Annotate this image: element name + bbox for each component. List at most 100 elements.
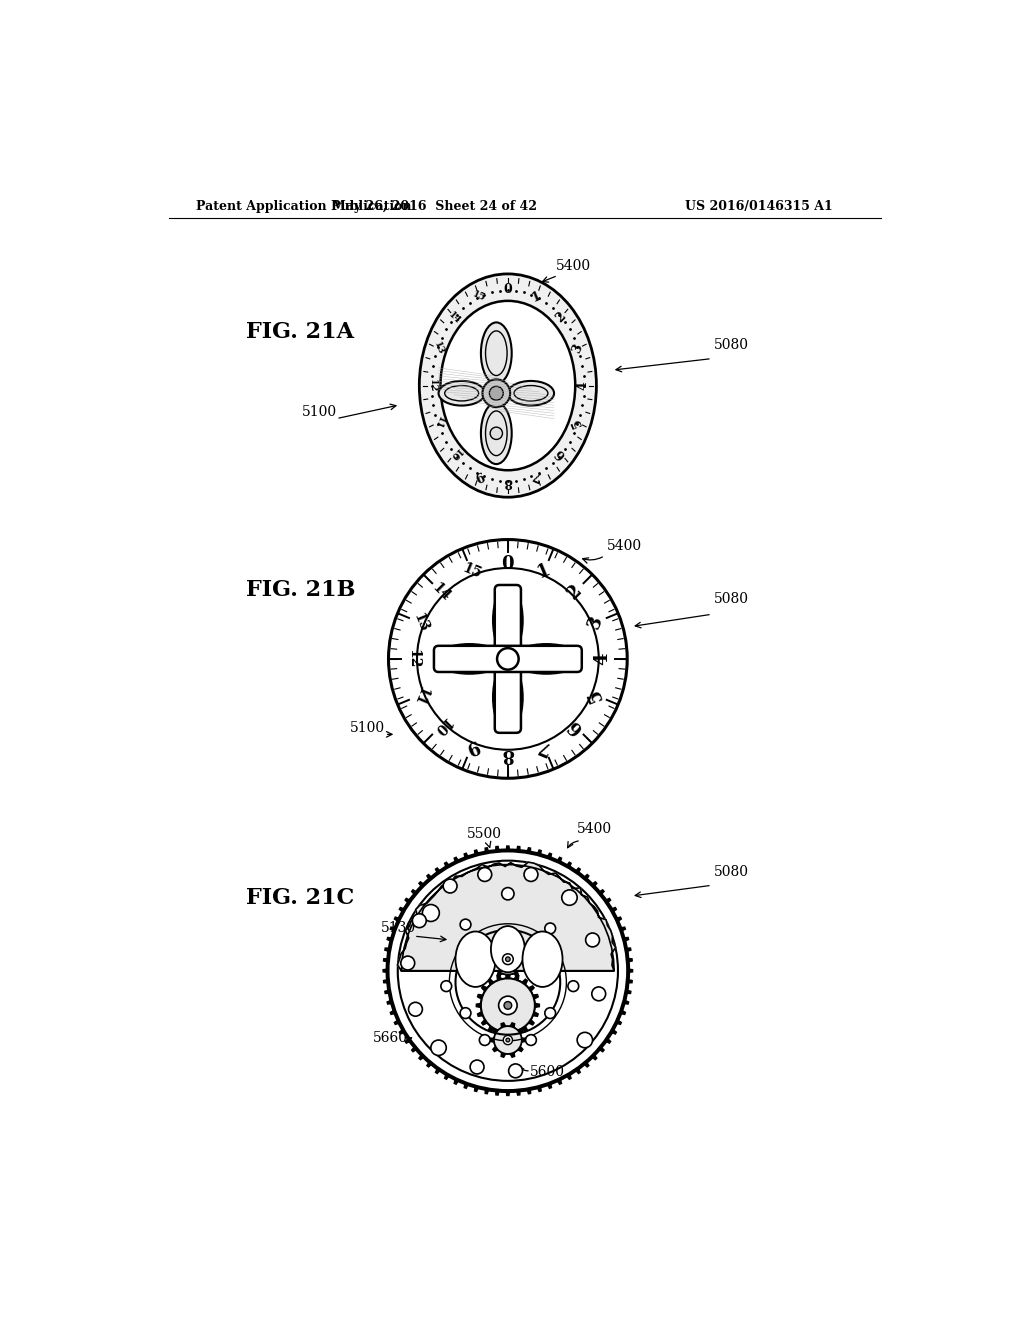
Polygon shape [419, 1052, 426, 1060]
Text: 5400: 5400 [556, 259, 592, 273]
Text: 1: 1 [530, 289, 543, 305]
Text: 5: 5 [569, 416, 585, 429]
Text: 6: 6 [553, 446, 568, 461]
Text: 15: 15 [460, 561, 483, 582]
Circle shape [409, 1002, 422, 1016]
Polygon shape [506, 940, 510, 944]
Text: FIG. 21C: FIG. 21C [246, 887, 354, 908]
Polygon shape [399, 1028, 407, 1034]
Text: 5080: 5080 [714, 865, 750, 879]
Text: 9: 9 [473, 467, 485, 482]
Polygon shape [613, 1019, 622, 1024]
Text: 5400: 5400 [578, 822, 612, 836]
Text: 2: 2 [553, 310, 568, 325]
Polygon shape [493, 1047, 498, 1052]
Polygon shape [510, 1023, 515, 1028]
Circle shape [493, 944, 523, 974]
Polygon shape [556, 857, 561, 865]
Circle shape [460, 919, 471, 929]
Text: 10: 10 [429, 714, 453, 738]
Circle shape [388, 851, 628, 1090]
Polygon shape [501, 1023, 506, 1028]
Polygon shape [488, 979, 494, 985]
Polygon shape [419, 882, 426, 888]
Circle shape [478, 867, 492, 882]
Polygon shape [477, 994, 483, 999]
Polygon shape [506, 974, 510, 978]
Circle shape [400, 956, 415, 970]
Polygon shape [444, 862, 451, 870]
Text: 3: 3 [585, 614, 606, 632]
Text: 5660: 5660 [373, 1031, 409, 1045]
Polygon shape [609, 1028, 616, 1034]
Polygon shape [506, 1089, 510, 1096]
Polygon shape [625, 979, 632, 983]
Polygon shape [514, 972, 518, 977]
Ellipse shape [481, 403, 512, 465]
Polygon shape [485, 847, 489, 855]
Polygon shape [406, 1036, 413, 1043]
Text: 8: 8 [502, 744, 514, 763]
Polygon shape [390, 1008, 398, 1015]
Text: 4: 4 [577, 381, 590, 389]
Circle shape [482, 379, 510, 407]
Circle shape [545, 923, 556, 933]
Text: 11: 11 [411, 684, 430, 706]
Circle shape [460, 1007, 471, 1019]
Ellipse shape [522, 932, 562, 987]
Polygon shape [622, 937, 629, 942]
Circle shape [481, 978, 535, 1032]
Polygon shape [435, 1067, 442, 1073]
Circle shape [397, 861, 617, 1081]
Polygon shape [603, 1036, 610, 1043]
Circle shape [506, 957, 510, 961]
Circle shape [525, 1035, 537, 1045]
Polygon shape [582, 1060, 589, 1067]
Text: 13: 13 [411, 611, 430, 635]
Polygon shape [490, 965, 496, 970]
Circle shape [417, 568, 599, 750]
Text: 0: 0 [502, 556, 514, 573]
Ellipse shape [438, 381, 484, 405]
Polygon shape [514, 942, 518, 946]
Circle shape [490, 428, 503, 440]
Text: 7: 7 [530, 467, 543, 482]
Text: FIG. 21A: FIG. 21A [246, 321, 354, 343]
Polygon shape [397, 862, 615, 970]
Polygon shape [496, 1088, 500, 1096]
Polygon shape [412, 1045, 419, 1052]
Circle shape [497, 648, 518, 669]
Polygon shape [516, 1088, 520, 1096]
Ellipse shape [456, 932, 496, 987]
Ellipse shape [490, 927, 525, 973]
Polygon shape [501, 1052, 506, 1057]
Polygon shape [565, 862, 571, 870]
Polygon shape [626, 969, 633, 973]
Text: 13: 13 [432, 341, 445, 356]
Text: 0: 0 [504, 282, 512, 296]
Ellipse shape [508, 381, 554, 405]
Polygon shape [384, 979, 391, 983]
Circle shape [578, 1032, 593, 1048]
Circle shape [493, 944, 523, 974]
Polygon shape [573, 1067, 581, 1073]
Ellipse shape [435, 644, 504, 673]
Polygon shape [490, 1038, 495, 1043]
Polygon shape [532, 994, 539, 999]
Polygon shape [622, 999, 629, 1005]
Circle shape [470, 1060, 484, 1074]
Text: 5600: 5600 [529, 1065, 564, 1080]
Circle shape [431, 1040, 446, 1056]
Polygon shape [514, 1031, 519, 1036]
Circle shape [422, 904, 439, 921]
Polygon shape [496, 846, 500, 854]
Polygon shape [427, 1060, 434, 1067]
Ellipse shape [481, 322, 512, 384]
Circle shape [489, 387, 503, 400]
Text: 14: 14 [429, 579, 453, 603]
Polygon shape [394, 917, 402, 923]
Text: 3: 3 [569, 342, 585, 355]
Polygon shape [597, 1045, 604, 1052]
Polygon shape [435, 869, 442, 875]
Ellipse shape [512, 644, 581, 673]
